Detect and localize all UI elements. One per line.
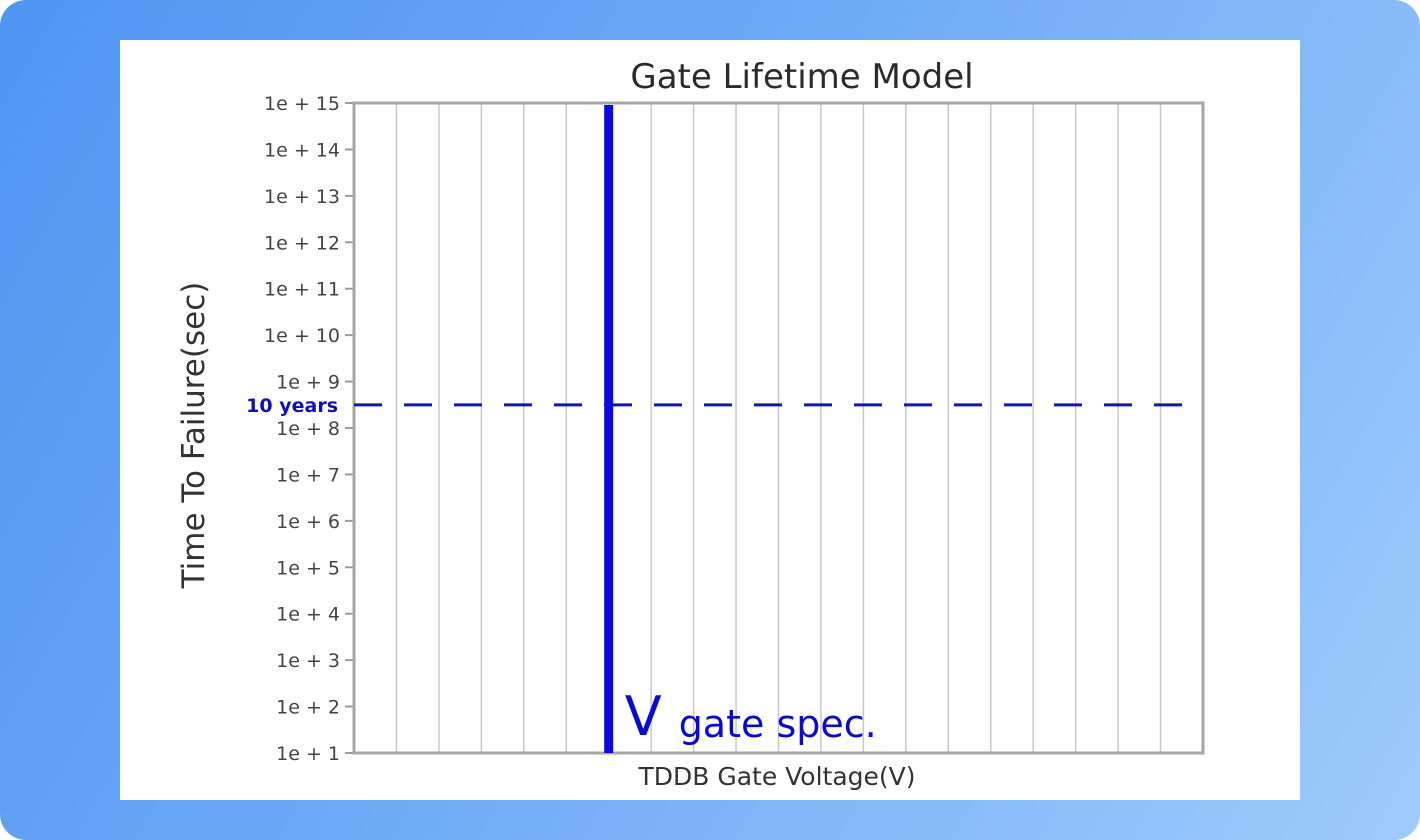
y-tick-label: 1e + 5 <box>276 557 340 579</box>
chart-title: Gate Lifetime Model <box>630 57 973 97</box>
y-tick-label: 1e + 8 <box>276 418 340 440</box>
y-tick-label: 1e + 2 <box>276 697 340 719</box>
y-tick-label: 1e + 6 <box>276 511 340 533</box>
y-tick-label: 1e + 15 <box>264 93 340 115</box>
ten-years-label: 10 years <box>246 395 338 417</box>
gate-spec-label-v: V <box>625 685 662 748</box>
y-tick-label: 1e + 10 <box>264 325 340 347</box>
y-tick-label: 1e + 9 <box>276 372 340 394</box>
y-tick-label: 1e + 3 <box>276 650 340 672</box>
y-tick-label: 1e + 14 <box>264 139 340 161</box>
plot-area-border <box>352 101 1205 755</box>
y-tick-label: 1e + 12 <box>264 232 340 254</box>
chart-card: Gate Lifetime Model 1e + 1 1e + 2 1e + 3 1e… <box>120 40 1300 800</box>
y-tick-label: 1e + 7 <box>276 464 340 486</box>
y-axis-label: Time To Failure(sec) <box>176 282 212 590</box>
grid <box>395 103 1162 753</box>
y-tick-label: 1e + 13 <box>264 186 340 208</box>
x-axis-label: TDDB Gate Voltage(V) <box>637 762 915 791</box>
y-axis-ticks: 1e + 1 1e + 2 1e + 3 1e + 4 1e + 5 1e + 6 1e +… <box>264 93 354 765</box>
y-tick-label: 1e + 11 <box>264 279 340 301</box>
chart: Gate Lifetime Model 1e + 11e + 21e + 31e… <box>176 57 1205 791</box>
y-tick-label: 1e + 1 <box>276 743 340 765</box>
gate-spec-label-sub: gate spec. <box>679 702 877 746</box>
y-tick-label: 1e + 4 <box>276 604 340 626</box>
